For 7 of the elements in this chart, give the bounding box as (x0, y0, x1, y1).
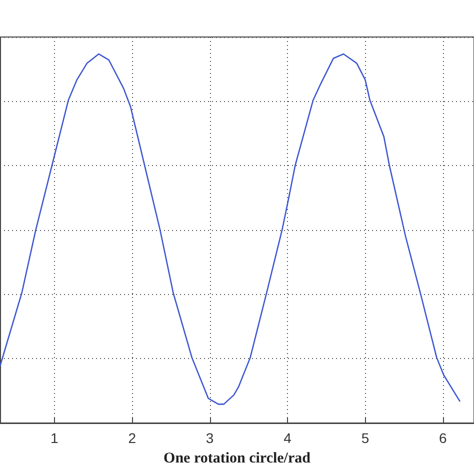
x-tick-label: 3 (206, 430, 214, 446)
x-tick-label: 1 (50, 430, 58, 446)
x-tick-label: 2 (128, 430, 136, 446)
x-tick-label: 5 (361, 430, 370, 446)
x-tick-label: 6 (439, 430, 448, 446)
x-tick-label: 4 (284, 430, 292, 446)
x-axis-title: One rotation circle/rad (164, 450, 312, 466)
